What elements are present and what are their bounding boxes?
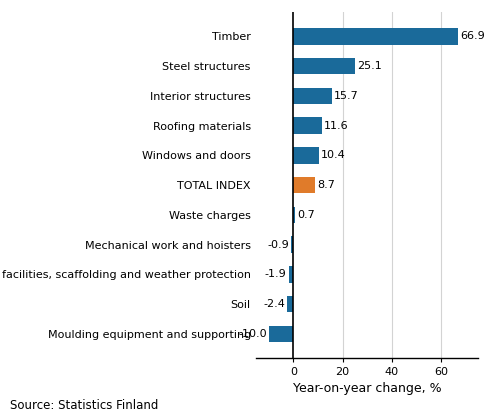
Bar [269, 326, 293, 342]
Text: 11.6: 11.6 [324, 121, 349, 131]
Text: 25.1: 25.1 [357, 61, 382, 71]
Text: Source: Statistics Finland: Source: Statistics Finland [10, 399, 158, 412]
Bar [293, 58, 355, 74]
Text: 8.7: 8.7 [317, 180, 335, 190]
Text: 0.7: 0.7 [297, 210, 315, 220]
X-axis label: Year-on-year change, %: Year-on-year change, % [293, 382, 442, 395]
Bar [291, 236, 293, 253]
Bar [293, 28, 458, 45]
Bar [287, 296, 293, 312]
Bar [293, 117, 322, 134]
Text: 66.9: 66.9 [460, 31, 485, 41]
Bar [293, 207, 295, 223]
Text: -1.9: -1.9 [265, 270, 287, 280]
Text: 10.4: 10.4 [321, 150, 346, 160]
Text: 15.7: 15.7 [334, 91, 359, 101]
Text: -2.4: -2.4 [264, 299, 285, 309]
Bar [293, 88, 332, 104]
Bar [293, 177, 315, 193]
Text: -10.0: -10.0 [238, 329, 267, 339]
Bar [289, 266, 293, 282]
Bar [293, 147, 319, 163]
Text: -0.9: -0.9 [267, 240, 289, 250]
